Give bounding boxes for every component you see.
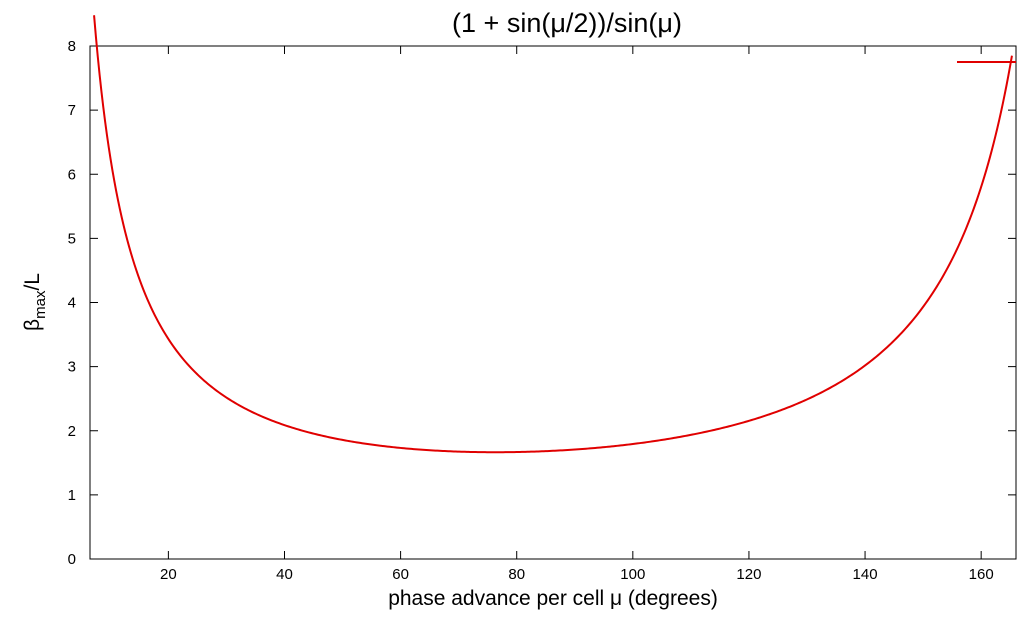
y-axis-title: βmax/L — [21, 273, 49, 331]
y-tick-label: 7 — [68, 102, 76, 119]
y-tick-label: 8 — [68, 38, 76, 55]
x-tick-label: 20 — [160, 566, 177, 583]
y-tick-label: 3 — [68, 359, 76, 376]
y-tick-label: 6 — [68, 166, 76, 183]
plot-area-frame — [89, 45, 1017, 560]
y-axis-ticks: 0 1 2 3 4 5 6 7 8 — [68, 38, 1016, 568]
x-tick-label: 60 — [392, 566, 409, 583]
y-tick-label: 2 — [68, 423, 76, 440]
y-axis-title-subscript: max — [32, 290, 49, 319]
y-tick-label: 4 — [68, 295, 76, 312]
x-tick-label: 100 — [620, 566, 645, 583]
y-tick-label: 5 — [68, 230, 76, 247]
y-tick-label: 0 — [68, 551, 76, 568]
x-tick-label: 160 — [969, 566, 994, 583]
x-tick-label: 120 — [736, 566, 761, 583]
y-axis-title-base: β — [21, 319, 44, 331]
x-tick-label: 140 — [853, 566, 878, 583]
x-tick-label: 80 — [508, 566, 525, 583]
x-tick-label: 40 — [276, 566, 293, 583]
x-axis-title: phase advance per cell μ (degrees) — [388, 587, 718, 610]
chart-title: (1 + sin(μ/2))/sin(μ) — [452, 8, 682, 38]
y-axis-title-suffix: /L — [21, 273, 44, 291]
y-tick-label: 1 — [68, 487, 76, 504]
x-axis-ticks: 20 40 60 80 100 120 140 160 — [160, 46, 994, 583]
series-line — [93, 15, 1013, 454]
